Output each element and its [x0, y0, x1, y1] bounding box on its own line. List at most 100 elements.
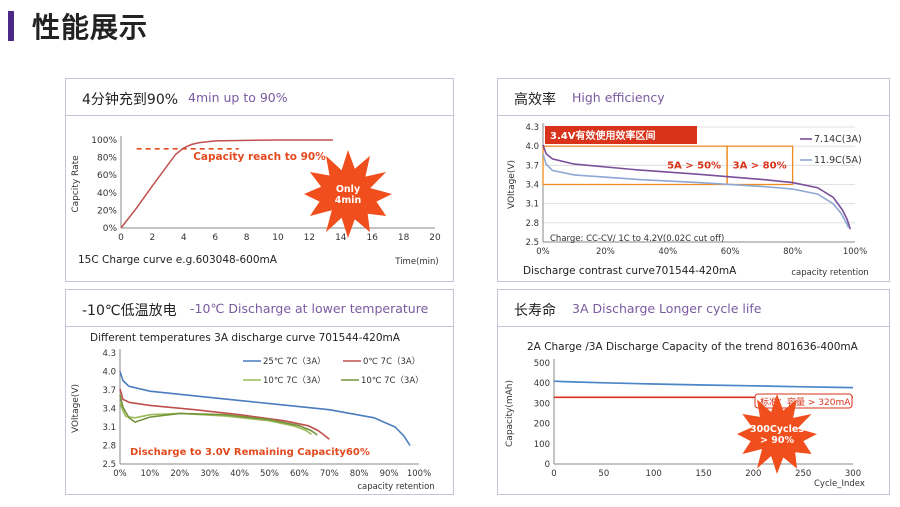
x-tick-label: 10	[272, 233, 284, 243]
annotation-text: Capacity reach to 90%	[193, 151, 326, 163]
x-tick-label: 0%	[536, 247, 550, 257]
x-tick-label: 150	[695, 469, 711, 479]
x-tick-label: 14	[335, 233, 347, 243]
page-title: 性能展示	[32, 11, 149, 44]
y-axis-label: VOltage(V)	[507, 160, 517, 209]
y-tick-label: 0	[545, 460, 550, 470]
series-line	[542, 153, 850, 229]
series-line	[119, 388, 330, 440]
highlight-label-bg	[545, 126, 697, 144]
y-tick-label: 2.8	[102, 442, 116, 452]
y-tick-label: 300	[534, 399, 550, 409]
y-tick-label: 60%	[97, 171, 117, 181]
efficiency-chart: 2.5 2.8 3.1 3.4 3.7 4.0 4.3 0% 20% 40% 60% 80% 100% c…	[507, 123, 869, 278]
panel-title-cn: 4分钟充到90%	[82, 92, 179, 108]
panel-title-en: 3A Discharge Longer cycle life	[572, 301, 762, 316]
low-temperature-chart: Different temperatures 3A discharge curv…	[71, 332, 435, 492]
x-axis-label: Time(min)	[394, 257, 438, 267]
y-axis-label: Capcity Rate	[71, 155, 81, 213]
x-tick-label: 100%	[843, 247, 867, 257]
chart-caption: Discharge contrast curve701544-420mA	[523, 265, 737, 277]
y-tick-label: 100%	[91, 136, 117, 146]
panel-title-en: High efficiency	[572, 90, 665, 105]
legend-label: 7.14C(3A)	[814, 134, 862, 145]
y-tick-label: 2.8	[525, 219, 539, 229]
x-tick-label: 100	[646, 469, 662, 479]
y-tick-label: 3.4	[525, 181, 539, 191]
highlight-box-label: 5A > 50%	[667, 160, 721, 171]
series-line	[120, 139, 333, 229]
panel-header: -10℃低温放电 -10℃ Discharge at lower tempera…	[66, 290, 453, 327]
y-tick-label: 3.1	[525, 200, 539, 210]
chart-title: Different temperatures 3A discharge curv…	[90, 332, 401, 344]
highlight-box-label: 3A > 80%	[733, 160, 787, 171]
panel-title-en: 4min up to 90%	[188, 90, 288, 105]
y-tick-label: 500	[534, 359, 550, 369]
x-tick-label: 18	[398, 233, 410, 243]
series-line	[119, 371, 411, 446]
x-tick-label: 4	[181, 233, 187, 243]
panel-header: 长寿命 3A Discharge Longer cycle life	[498, 290, 889, 327]
x-tick-label: 90%	[380, 469, 399, 479]
panel-title-cn: -10℃低温放电	[82, 303, 177, 319]
fast-charge-chart: 0% 20% 40% 60% 80% 100% 0 2 4 6 8 10 12 14 16 18 20 Time(…	[71, 136, 441, 267]
legend-label: 0℃ 7C（3A）	[363, 356, 420, 367]
y-tick-label: 0%	[103, 224, 118, 234]
y-tick-label: 200	[534, 420, 550, 430]
x-tick-label: 0%	[113, 469, 127, 479]
x-tick-label: 50	[598, 469, 609, 479]
y-tick-label: 4.3	[102, 349, 116, 359]
title-accent-bar	[8, 11, 14, 41]
x-tick-label: 40%	[230, 469, 249, 479]
x-tick-label: 8	[244, 233, 250, 243]
panel-low-temperature: -10℃低温放电 -10℃ Discharge at lower tempera…	[65, 289, 454, 495]
y-tick-label: 4.3	[525, 123, 539, 133]
y-tick-label: 400	[534, 379, 550, 389]
y-axis-label: VOltage(V)	[71, 384, 81, 433]
highlight-box	[726, 145, 794, 186]
burst-shape	[737, 394, 817, 474]
x-tick-label: 6	[212, 233, 218, 243]
x-tick-label: 300	[845, 469, 861, 479]
x-tick-label: 80%	[783, 247, 802, 257]
y-tick-label: 4.0	[525, 142, 539, 152]
x-tick-label: 10%	[140, 469, 159, 479]
y-axis-label: Capacity(mAh)	[505, 380, 515, 447]
y-tick-label: 3.4	[102, 405, 116, 415]
x-tick-label: 12	[304, 233, 315, 243]
panel-title-cn: 长寿命	[514, 303, 556, 319]
x-tick-label: 0	[118, 233, 124, 243]
annotation-text: Discharge to 3.0V Remaining Capacity60%	[130, 447, 370, 458]
x-tick-label: 40%	[658, 247, 677, 257]
y-tick-label: 4.0	[102, 368, 116, 378]
panel-header: 4分钟充到90% 4min up to 90%	[66, 79, 453, 116]
panel-title-cn: 高效率	[514, 92, 556, 108]
x-tick-label: 60%	[721, 247, 740, 257]
x-tick-label: 50%	[260, 469, 279, 479]
y-tick-label: 2.5	[102, 460, 116, 470]
panel-title-en: -10℃ Discharge at lower temperature	[190, 301, 429, 316]
chart-caption: 15C Charge curve e.g.603048-600mA	[78, 254, 278, 266]
panel-fast-charge: 4分钟充到90% 4min up to 90% 0% 20% 40% 60% 80% 10…	[65, 78, 454, 282]
series-line	[542, 144, 852, 230]
x-tick-label: 100%	[407, 469, 431, 479]
legend-label: 11.9C(5A)	[814, 155, 862, 166]
x-tick-label: 250	[795, 469, 811, 479]
cycle-life-chart: 2A Charge /3A Discharge Capacity of the …	[505, 341, 865, 489]
panel-header: 高效率 High efficiency	[498, 79, 889, 116]
highlight-label: 3.4V有效使用效率区间	[550, 129, 655, 142]
burst-shape	[304, 150, 392, 238]
y-tick-label: 20%	[97, 206, 117, 216]
panel-efficiency: 高效率 High efficiency 2.5 2.8 3.1 3.4 3.7 4.0 4.…	[497, 78, 890, 282]
burst-label: Only	[336, 184, 361, 195]
series-line	[553, 380, 854, 389]
x-axis-label: capacity retention	[791, 268, 868, 278]
chart-note: Charge: CC-CV/ 1C to 4.2V(0.02C cut off)	[550, 234, 724, 244]
burst-label: 300Cycles	[750, 424, 804, 435]
x-tick-label: 60%	[290, 469, 309, 479]
x-tick-label: 30%	[200, 469, 219, 479]
annotation-text: 标准：容量 > 320mA	[760, 396, 851, 408]
burst-label: > 90%	[760, 435, 794, 446]
y-tick-label: 80%	[97, 154, 117, 164]
x-tick-label: 20%	[170, 469, 189, 479]
